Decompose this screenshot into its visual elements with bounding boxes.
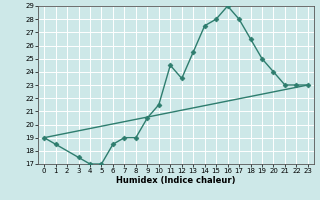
X-axis label: Humidex (Indice chaleur): Humidex (Indice chaleur): [116, 176, 236, 185]
